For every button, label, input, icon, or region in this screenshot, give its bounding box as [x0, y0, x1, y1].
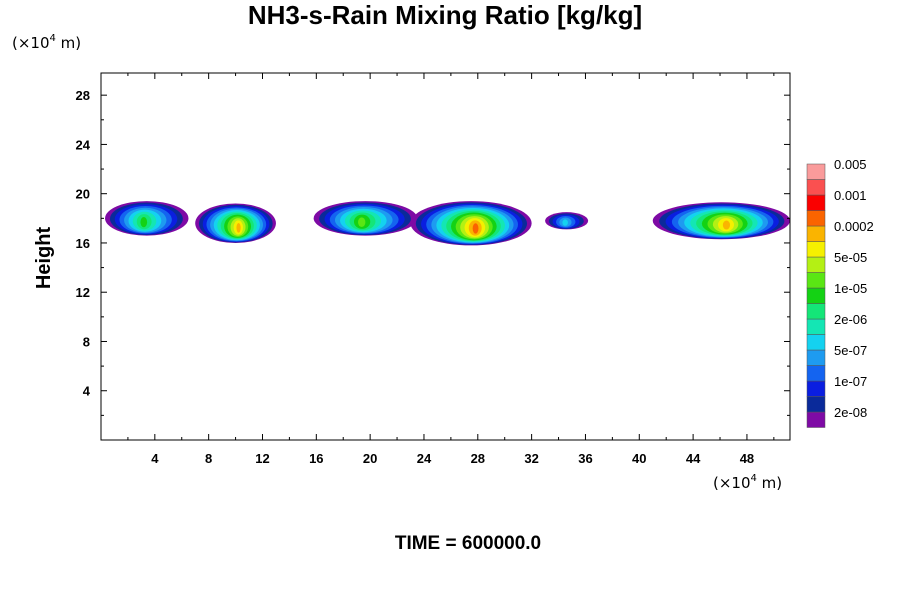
y-tick-label: 8 [83, 334, 90, 349]
colorbar-swatch [806, 318, 826, 335]
x-tick-label: 8 [205, 451, 212, 466]
y-tick-label: 24 [76, 137, 91, 152]
cloud-system [313, 201, 418, 236]
x-tick-label: 32 [524, 451, 538, 466]
colorbar-swatch [806, 349, 826, 366]
cloud-system [652, 202, 790, 240]
colorbar-swatch [806, 210, 826, 227]
x-tick-label: 24 [417, 451, 432, 466]
colorbar-swatch [806, 396, 826, 413]
x-tick-label: 48 [740, 451, 754, 466]
x-tick-label: 28 [471, 451, 485, 466]
colorbar-swatch [806, 241, 826, 258]
cloud-system [545, 212, 589, 230]
colorbar-swatch [806, 179, 826, 196]
x-axis-unit: (×104 m) [713, 473, 782, 492]
colorbar-swatch [806, 163, 826, 180]
colorbar-swatch [806, 287, 826, 304]
x-tick-label: 16 [309, 451, 323, 466]
colorbar-label: 1e-05 [834, 281, 867, 296]
colorbar-swatch [806, 334, 826, 351]
x-tick-label: 36 [578, 451, 592, 466]
colorbar-swatch [806, 272, 826, 289]
time-label: TIME = 600000.0 [395, 533, 541, 554]
y-tick-label: 28 [76, 88, 90, 103]
cloud-contour [472, 223, 479, 234]
colorbar-label: 0.005 [834, 157, 867, 172]
colorbar-swatch [806, 411, 826, 428]
x-tick-label: 40 [632, 451, 646, 466]
colorbar-label: 5e-05 [834, 250, 867, 265]
cloud-contour [358, 217, 366, 228]
colorbar-swatch [806, 256, 826, 273]
cloud-contour [236, 222, 241, 233]
y-tick-label: 16 [76, 236, 90, 251]
colorbar-label: 2e-08 [834, 405, 867, 420]
x-tick-label: 12 [255, 451, 269, 466]
colorbar-label: 5e-07 [834, 343, 867, 358]
y-axis-unit: (×104 m) [12, 33, 81, 52]
cloud-field [105, 201, 790, 246]
plot-frame [100, 72, 791, 441]
cloud-contour [562, 219, 568, 226]
cloud-system [410, 201, 532, 246]
cloud-system [195, 203, 276, 243]
cloud-contour [722, 220, 731, 230]
colorbar-swatch [806, 365, 826, 382]
y-tick-label: 12 [76, 285, 90, 300]
cloud-contour [140, 217, 148, 228]
x-tick-label: 4 [151, 451, 159, 466]
x-tick-label: 20 [363, 451, 377, 466]
colorbar-swatch [806, 303, 826, 320]
y-tick-label: 4 [83, 384, 91, 399]
colorbar-swatch [806, 225, 826, 242]
chart-title: NH3-s-Rain Mixing Ratio [kg/kg] [248, 0, 642, 30]
y-axis-label: Height [33, 227, 55, 290]
cloud-system [105, 201, 189, 236]
colorbar: 2e-08 1e-07 5e-07 2e-06 1e-05 5e-05 0.0002 0.00… [806, 157, 874, 428]
x-tick-label: 44 [686, 451, 701, 466]
colorbar-label: 0.001 [834, 188, 867, 203]
y-tick-label: 20 [76, 187, 90, 202]
colorbar-label: 1e-07 [834, 374, 867, 389]
colorbar-label: 0.0002 [834, 219, 874, 234]
colorbar-swatch [806, 380, 826, 397]
colorbar-label: 2e-06 [834, 312, 867, 327]
colorbar-swatch [806, 194, 826, 211]
